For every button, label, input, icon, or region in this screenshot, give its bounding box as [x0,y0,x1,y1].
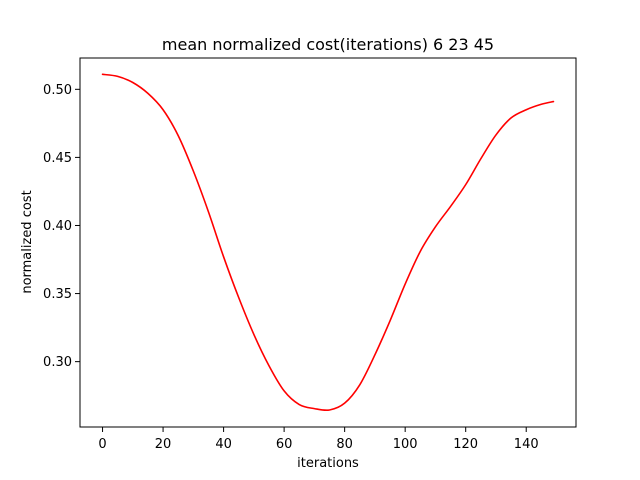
x-tick-label: 140 [514,437,539,452]
x-tick-label: 40 [215,437,232,452]
y-tick-label: 0.45 [43,151,72,166]
x-tick-label: 0 [98,437,106,452]
x-tick-label: 100 [393,437,418,452]
chart-title: mean normalized cost(iterations) 6 23 45 [162,35,494,54]
x-axis: 0 20 40 60 80 100 120 140 [98,427,539,452]
plot-area [101,73,555,412]
x-tick-label: 20 [155,437,172,452]
plot-frame [79,57,577,428]
y-tick-label: 0.40 [43,219,72,234]
y-tick-label: 0.35 [43,287,72,302]
x-tick-label: 120 [453,437,478,452]
y-axis-label: normalized cost [20,190,35,293]
y-tick-label: 0.50 [43,83,72,98]
y-tick-label: 0.30 [43,355,72,370]
x-tick-label: 60 [276,437,293,452]
series-line [101,73,555,412]
x-axis-label: iterations [297,456,359,471]
x-tick-label: 80 [336,437,353,452]
y-axis: 0.30 0.35 0.40 0.45 0.50 [43,83,80,370]
